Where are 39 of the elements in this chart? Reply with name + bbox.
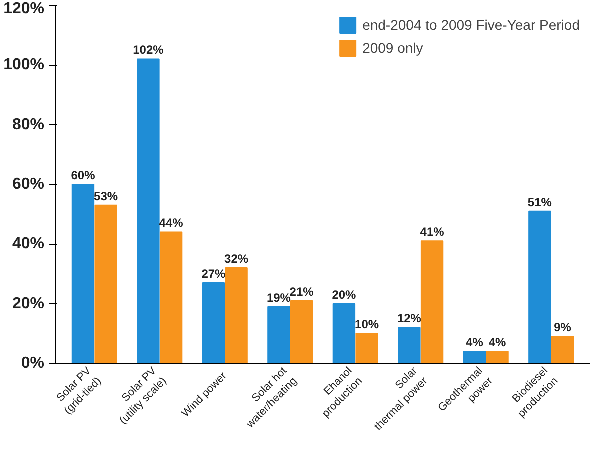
data-label: 10% — [355, 318, 380, 332]
data-label: 19% — [266, 290, 292, 305]
bar — [356, 333, 378, 364]
bar — [268, 306, 290, 364]
y-tick-label: 0% — [21, 355, 44, 372]
legend-label: end-2004 to 2009 Five-Year Period — [362, 17, 580, 33]
data-label: 21% — [290, 284, 314, 299]
y-tick-label: 20% — [12, 295, 45, 312]
data-label: 53% — [94, 189, 118, 204]
data-label: 20% — [332, 288, 357, 302]
data-label: 102% — [133, 43, 164, 58]
bar — [463, 351, 486, 364]
data-label: 9% — [554, 320, 572, 335]
bar — [551, 336, 574, 364]
data-label: 4% — [488, 336, 507, 350]
data-label: 51% — [528, 195, 552, 210]
data-label: 4% — [466, 336, 484, 350]
data-label: 41% — [420, 225, 445, 240]
y-tick-label: 100% — [4, 56, 44, 74]
bar — [202, 282, 226, 364]
bar — [528, 210, 552, 364]
legend-label: 2009 only — [362, 40, 424, 56]
data-label: 60% — [71, 168, 96, 182]
bar — [290, 300, 314, 364]
bar — [160, 232, 183, 364]
bar — [94, 204, 118, 364]
bar — [332, 303, 356, 364]
bar — [225, 268, 248, 364]
data-label: 32% — [224, 252, 249, 266]
bar — [137, 58, 160, 364]
data-label: 12% — [397, 312, 422, 326]
y-tick-label: 120% — [4, 0, 44, 18]
y-tick-label: 60% — [12, 176, 45, 193]
bar — [398, 327, 421, 364]
y-tick-label: 80% — [12, 116, 45, 134]
bar — [72, 184, 95, 364]
bar — [420, 240, 444, 364]
bar — [486, 351, 509, 364]
y-tick-label: 40% — [12, 236, 45, 253]
